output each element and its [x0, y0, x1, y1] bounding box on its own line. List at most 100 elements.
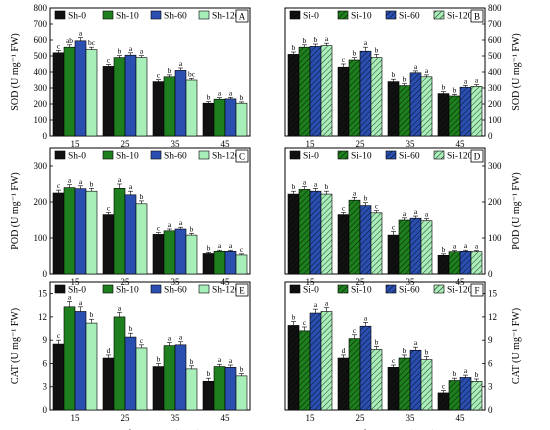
bar: [85, 49, 98, 137]
y-tick-label: 6: [43, 358, 48, 368]
significance-letter: b: [240, 365, 244, 374]
y-tick-label: 15: [488, 289, 498, 299]
significance-letter: c: [353, 326, 357, 335]
significance-letter: ab: [66, 36, 73, 45]
bar-hatch: [338, 358, 349, 410]
significance-letter: a: [464, 76, 468, 85]
significance-letter: b: [375, 45, 379, 54]
x-tick-label: 45: [456, 413, 466, 423]
significance-letter: b: [375, 337, 379, 346]
significance-letter: b: [207, 369, 211, 378]
significance-letter: a: [68, 176, 72, 185]
legend-swatch: [198, 150, 210, 160]
y-axis-label: POD (U mg⁻¹ FW): [10, 172, 21, 249]
significance-letter: b: [364, 194, 368, 203]
y-axis-label: SOD (U mg⁻¹ FW): [10, 33, 21, 110]
bar-hatch: [410, 350, 421, 410]
bar-hatch: [471, 251, 482, 274]
y-tick-label: 200: [34, 99, 48, 109]
significance-letter: b: [392, 70, 396, 79]
y-tick-label: 9: [43, 335, 48, 345]
significance-letter: b: [403, 75, 407, 84]
bar: [185, 234, 198, 275]
bar: [213, 366, 226, 411]
significance-letter: b: [303, 36, 307, 45]
significance-letter: a: [353, 188, 357, 197]
bar-hatch: [349, 338, 360, 410]
panel-tag: A: [239, 12, 246, 22]
bar: [102, 214, 115, 275]
significance-letter: b: [207, 93, 211, 102]
significance-letter: a: [303, 178, 307, 187]
bar: [174, 70, 187, 137]
bar: [224, 367, 237, 411]
bar-hatch: [371, 349, 382, 410]
legend-label: Sh-60: [164, 152, 187, 162]
legend-swatch-hatch: [290, 11, 300, 19]
bar: [74, 311, 87, 411]
y-tick-label: 500: [34, 51, 48, 61]
significance-letter: a: [118, 175, 122, 184]
x-tick-label: 25: [121, 413, 131, 423]
bar-hatch: [399, 220, 410, 274]
panel-tag: D: [474, 152, 481, 162]
legend-label: Sh-10: [116, 152, 139, 162]
legend-swatch: [150, 10, 162, 20]
significance-letter: b: [453, 369, 457, 378]
legend-label: Si-120: [447, 12, 473, 22]
bar-hatch: [299, 47, 310, 137]
legend-swatch: [198, 10, 210, 20]
bar: [235, 102, 248, 137]
bar-hatch: [460, 251, 471, 274]
bar: [202, 380, 215, 411]
significance-letter: c: [157, 224, 161, 233]
significance-letter: c: [107, 55, 111, 64]
significance-letter: b: [207, 243, 211, 252]
significance-letter: b: [442, 83, 446, 92]
bar-hatch: [321, 194, 332, 274]
y-axis-label: POD (U mg⁻¹ FW): [511, 172, 522, 249]
significance-letter: bc: [188, 69, 196, 78]
bar-hatch: [460, 87, 471, 136]
bar-hatch: [410, 72, 421, 136]
significance-letter: a: [464, 241, 468, 250]
significance-letter: a: [414, 207, 418, 216]
y-tick-label: 200: [488, 197, 502, 207]
legend-swatch-hatch: [434, 151, 444, 159]
bar: [163, 230, 176, 275]
bar: [202, 253, 215, 275]
legend-label: Si-60: [399, 12, 420, 22]
x-tick-label: 25: [356, 413, 366, 423]
legend-label: Sh-10: [116, 12, 139, 22]
y-axis-label: CAT (U mg⁻¹ FW): [10, 308, 21, 384]
bar: [213, 251, 226, 275]
legend-swatch-hatch: [290, 285, 300, 293]
significance-letter: b: [475, 370, 479, 379]
y-tick-label: 100: [488, 233, 502, 243]
bar: [63, 187, 76, 275]
y-tick-label: 300: [34, 161, 48, 171]
x-tick-label: 45: [456, 139, 466, 149]
legend-label: Sh-120: [212, 12, 240, 22]
significance-letter: a: [414, 338, 418, 347]
legend-label: Si-0: [303, 152, 319, 162]
panel-tag-box: [235, 149, 249, 163]
y-tick-label: 100: [488, 115, 502, 125]
bar: [124, 194, 137, 275]
bar-hatch: [449, 96, 460, 136]
significance-letter: a: [218, 89, 222, 98]
bar-hatch: [399, 358, 410, 410]
panel-tag: E: [239, 286, 245, 296]
significance-letter: a: [475, 242, 479, 251]
legend-swatch: [102, 10, 114, 20]
bar-hatch: [288, 54, 299, 136]
significance-letter: c: [392, 223, 396, 232]
x-tick-label: 25: [121, 139, 131, 149]
bar-hatch: [438, 392, 449, 410]
y-tick-label: 9: [488, 335, 493, 345]
y-tick-label: 700: [34, 19, 48, 29]
significance-letter: a: [79, 29, 83, 38]
bar: [235, 254, 248, 275]
y-tick-label: 15: [38, 289, 48, 299]
bar: [52, 343, 65, 411]
